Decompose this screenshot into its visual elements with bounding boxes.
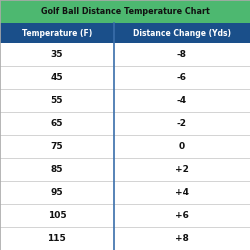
Text: 65: 65: [50, 119, 63, 128]
Text: 35: 35: [50, 50, 63, 59]
Bar: [0, 23, 250, 44]
Bar: [0, 204, 250, 227]
Bar: [0, 44, 250, 66]
Text: 115: 115: [48, 234, 66, 243]
Text: 0: 0: [179, 142, 185, 151]
Bar: [0, 112, 250, 135]
Bar: [0, 181, 250, 204]
Text: -8: -8: [177, 50, 187, 59]
Text: Temperature (F): Temperature (F): [22, 29, 92, 38]
Text: -4: -4: [177, 96, 187, 105]
Text: +6: +6: [175, 211, 189, 220]
Text: +2: +2: [175, 165, 189, 174]
Text: 105: 105: [48, 211, 66, 220]
Text: Golf Ball Distance Temperature Chart: Golf Ball Distance Temperature Chart: [40, 7, 209, 16]
Text: -2: -2: [177, 119, 187, 128]
Text: 55: 55: [50, 96, 63, 105]
Text: 75: 75: [50, 142, 63, 151]
Bar: [0, 227, 250, 250]
Text: -6: -6: [177, 74, 187, 82]
Bar: [0, 0, 250, 23]
Bar: [0, 158, 250, 181]
Text: Distance Change (Yds): Distance Change (Yds): [133, 29, 231, 38]
Text: 85: 85: [50, 165, 63, 174]
Bar: [0, 135, 250, 158]
Text: 45: 45: [50, 74, 63, 82]
Bar: [0, 66, 250, 90]
Text: +4: +4: [175, 188, 189, 197]
Text: 95: 95: [50, 188, 63, 197]
Text: +8: +8: [175, 234, 189, 243]
Bar: [0, 90, 250, 112]
